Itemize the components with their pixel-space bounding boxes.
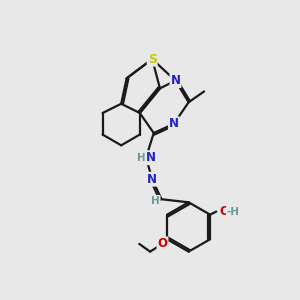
Text: -H: -H (227, 207, 240, 217)
Text: N: N (146, 151, 156, 164)
Text: H: H (137, 153, 146, 163)
Text: H: H (151, 196, 160, 206)
Text: N: N (169, 117, 179, 130)
Text: O: O (158, 237, 167, 250)
Text: S: S (148, 52, 157, 66)
Text: O: O (219, 205, 229, 218)
Text: N: N (170, 74, 181, 87)
Text: N: N (147, 173, 157, 186)
